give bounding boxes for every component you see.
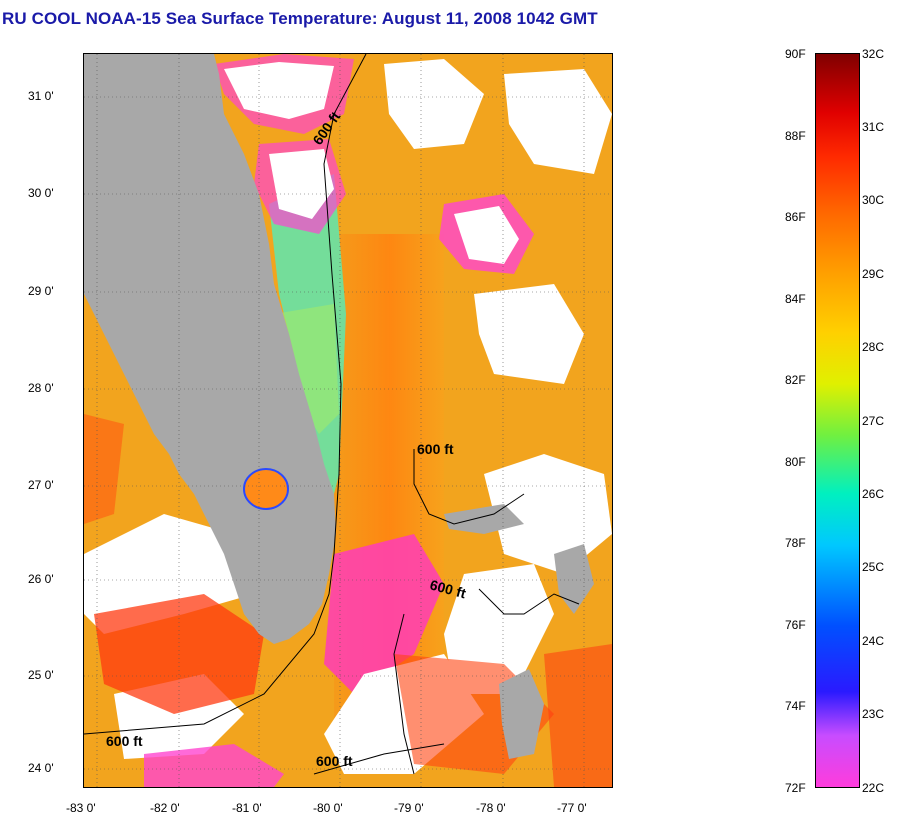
y-tick-label: 31 0' — [28, 89, 54, 103]
x-tick-label: -77 0' — [557, 801, 587, 815]
y-tick-label: 29 0' — [28, 284, 54, 298]
colorbar-celsius-label: 23C — [862, 707, 885, 721]
grand-bahama-island — [444, 504, 524, 534]
x-tick-label: -79 0' — [394, 801, 424, 815]
colorbar-celsius-label: 32C — [862, 47, 885, 61]
colorbar-celsius-label: 31C — [862, 120, 885, 134]
colorbar-fahrenheit-label: 82F — [785, 373, 806, 387]
y-tick-label: 27 0' — [28, 478, 54, 492]
colorbar-fahrenheit-label: 86F — [785, 210, 806, 224]
temperature-colorbar — [815, 53, 860, 788]
sst-map-canvas: 600 ft 600 ft 600 ft 600 ft 600 ft — [84, 54, 612, 787]
colorbar-celsius-label: 29C — [862, 267, 885, 281]
cloud-mask — [84, 54, 612, 787]
colorbar-fahrenheit-label: 80F — [785, 455, 806, 469]
map-title: RU COOL NOAA-15 Sea Surface Temperature:… — [2, 9, 598, 28]
colorbar-fahrenheit-label: 78F — [785, 536, 806, 550]
colorbar-celsius-label: 27C — [862, 414, 885, 428]
contour-label: 600 ft — [106, 733, 143, 749]
contour-label: 600 ft — [316, 753, 353, 769]
x-tick-label: -82 0' — [150, 801, 180, 815]
colorbar-fahrenheit-label: 88F — [785, 129, 806, 143]
grid — [84, 54, 612, 787]
colorbar-fahrenheit-label: 90F — [785, 47, 806, 61]
bathymetry-contours — [84, 54, 580, 775]
x-tick-label: -80 0' — [313, 801, 343, 815]
y-tick-label: 28 0' — [28, 381, 54, 395]
x-tick-label: -83 0' — [66, 801, 96, 815]
lake-okeechobee — [243, 468, 289, 510]
x-tick-label: -81 0' — [232, 801, 262, 815]
y-tick-label: 25 0' — [28, 668, 54, 682]
colorbar-celsius-label: 25C — [862, 560, 885, 574]
colorbar-celsius-label: 28C — [862, 340, 885, 354]
andros-island — [499, 669, 544, 759]
abaco-island — [554, 544, 594, 614]
y-tick-label: 24 0' — [28, 761, 54, 775]
colorbar-celsius-label: 30C — [862, 193, 885, 207]
sst-map[interactable]: 600 ft 600 ft 600 ft 600 ft 600 ft — [83, 53, 613, 788]
y-tick-label: 30 0' — [28, 186, 54, 200]
colorbar-fahrenheit-label: 84F — [785, 292, 806, 306]
x-tick-label: -78 0' — [476, 801, 506, 815]
colorbar-celsius-label: 26C — [862, 487, 885, 501]
coastal-green-water — [274, 304, 339, 434]
colorbar-fahrenheit-label: 74F — [785, 699, 806, 713]
colorbar-fahrenheit-label: 76F — [785, 618, 806, 632]
colorbar-fahrenheit-label: 72F — [785, 781, 806, 795]
colorbar-celsius-label: 24C — [862, 634, 885, 648]
colorbar-celsius-label: 22C — [862, 781, 885, 795]
y-tick-label: 26 0' — [28, 572, 54, 586]
contour-label: 600 ft — [417, 441, 454, 457]
